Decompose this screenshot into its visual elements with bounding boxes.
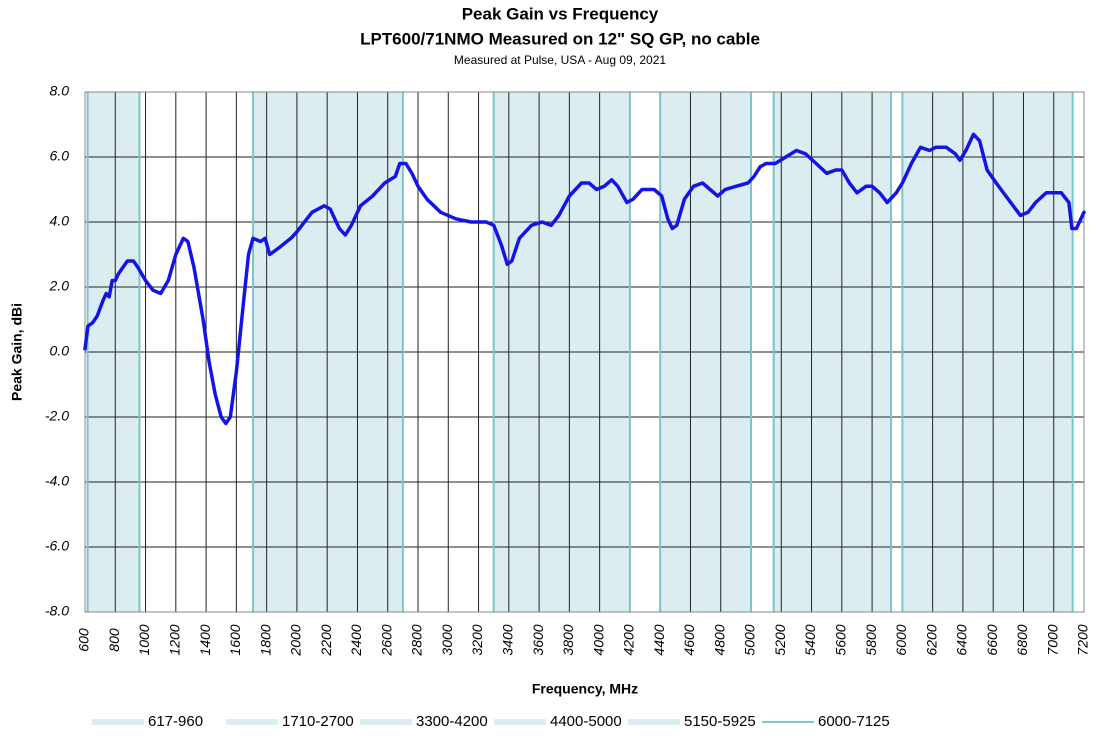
legend-label: 4400-5000 bbox=[550, 713, 622, 730]
x-tick-label: 4400 bbox=[651, 624, 667, 655]
x-tick-label: 6400 bbox=[954, 624, 970, 655]
x-tick-label: 6800 bbox=[1014, 624, 1030, 655]
legend-label: 617-960 bbox=[148, 713, 203, 730]
x-tick-label: 7200 bbox=[1075, 624, 1091, 655]
x-tick-label: 5800 bbox=[863, 624, 879, 655]
x-tick-label: 6600 bbox=[984, 624, 1000, 655]
legend-label: 5150-5925 bbox=[684, 713, 756, 730]
x-tick-label: 5200 bbox=[772, 624, 788, 655]
legend-label: 3300-4200 bbox=[416, 713, 488, 730]
chart-note: Measured at Pulse, USA - Aug 09, 2021 bbox=[454, 53, 666, 67]
y-axis-label: Peak Gain, dBi bbox=[9, 303, 25, 401]
x-axis-label: Frequency, MHz bbox=[532, 681, 638, 697]
y-tick-label: -2.0 bbox=[45, 408, 69, 424]
x-tick-label: 2000 bbox=[288, 624, 304, 656]
x-tick-label: 3200 bbox=[469, 624, 485, 655]
x-tick-label: 1600 bbox=[227, 624, 243, 655]
legend-label: 1710-2700 bbox=[282, 713, 354, 730]
y-tick-label: 8.0 bbox=[50, 83, 70, 99]
x-tick-label: 2800 bbox=[409, 624, 425, 656]
x-tick-label: 1400 bbox=[197, 624, 213, 655]
x-tick-label: 5000 bbox=[742, 624, 758, 655]
x-tick-label: 2200 bbox=[318, 624, 334, 656]
y-tick-label: 2.0 bbox=[49, 278, 70, 294]
chart-subtitle: LPT600/71NMO Measured on 12" SQ GP, no c… bbox=[360, 29, 760, 48]
x-tick-label: 4800 bbox=[711, 624, 727, 655]
x-tick-label: 4200 bbox=[621, 624, 637, 655]
gain-line bbox=[83, 132, 1086, 426]
x-tick-label: 800 bbox=[106, 628, 122, 652]
y-tick-label: 0.0 bbox=[50, 343, 70, 359]
y-tick-label: -6.0 bbox=[45, 538, 69, 554]
x-tick-label: 6200 bbox=[923, 624, 939, 655]
x-tick-label: 2600 bbox=[378, 624, 394, 656]
y-tick-label: -4.0 bbox=[45, 473, 69, 489]
x-tick-label: 600 bbox=[76, 628, 92, 652]
x-tick-label: 1800 bbox=[257, 624, 273, 655]
y-tick-label: 4.0 bbox=[50, 213, 70, 229]
x-tick-label: 2400 bbox=[348, 624, 364, 656]
x-tick-label: 6000 bbox=[893, 624, 909, 655]
x-tick-label: 1000 bbox=[136, 624, 152, 655]
x-tick-label: 5600 bbox=[833, 624, 849, 655]
x-tick-label: 4600 bbox=[681, 624, 697, 655]
x-tick-label: 3800 bbox=[560, 624, 576, 655]
x-tick-label: 3400 bbox=[500, 624, 516, 655]
x-tick-label: 5400 bbox=[802, 624, 818, 655]
chart-title: Peak Gain vs Frequency bbox=[462, 4, 659, 23]
plot-frame bbox=[84, 91, 1085, 613]
x-tick-label: 3600 bbox=[530, 624, 546, 655]
legend-label: 6000-7125 bbox=[818, 713, 890, 730]
x-tick-label: 7000 bbox=[1044, 624, 1060, 655]
x-tick-label: 1200 bbox=[167, 624, 183, 655]
y-tick-label: 6.0 bbox=[50, 148, 70, 164]
y-tick-label: -8.0 bbox=[45, 603, 69, 619]
x-tick-label: 3000 bbox=[439, 624, 455, 655]
x-tick-label: 4000 bbox=[590, 624, 606, 655]
